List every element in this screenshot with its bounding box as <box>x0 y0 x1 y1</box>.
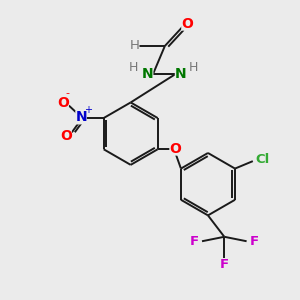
Text: H: H <box>130 39 140 52</box>
Text: N: N <box>175 67 186 81</box>
Text: F: F <box>190 235 199 248</box>
Text: O: O <box>57 96 69 110</box>
Text: H: H <box>189 61 198 74</box>
Text: N: N <box>75 110 87 124</box>
Text: O: O <box>169 142 181 156</box>
Text: N: N <box>142 67 153 81</box>
Text: Cl: Cl <box>255 153 269 166</box>
Text: F: F <box>220 258 229 271</box>
Text: +: + <box>84 105 92 115</box>
Text: O: O <box>60 129 72 143</box>
Text: H: H <box>129 61 138 74</box>
Text: O: O <box>181 17 193 31</box>
Text: F: F <box>250 235 259 248</box>
Text: -: - <box>65 88 69 98</box>
